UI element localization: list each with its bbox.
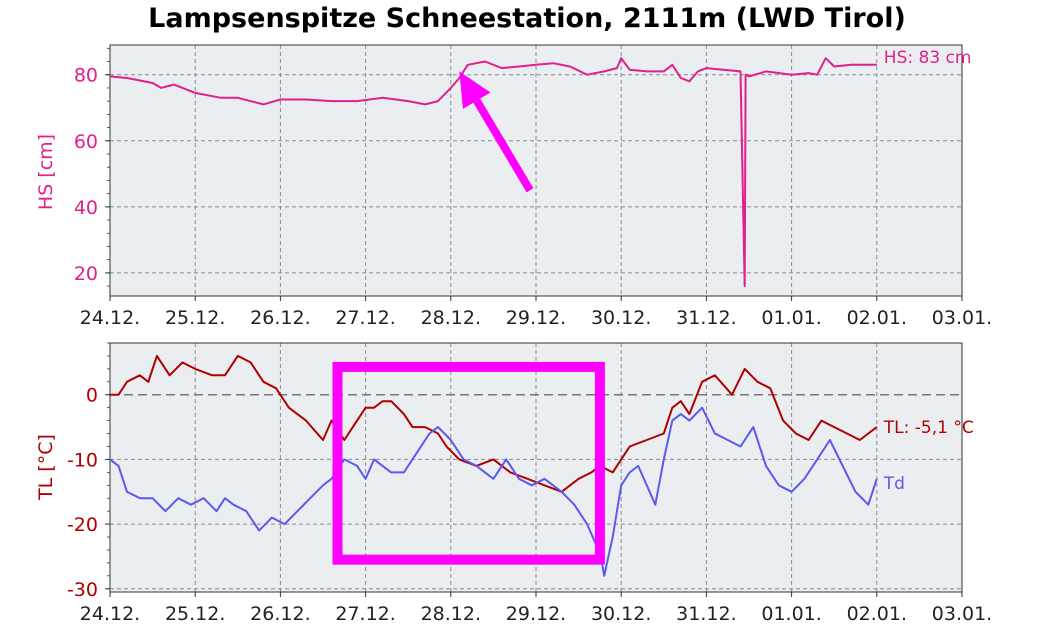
y-axis-label: TL [°C] [35, 434, 57, 501]
x-tick-label: 30.12. [591, 603, 651, 625]
x-tick-label: 25.12. [165, 307, 225, 329]
x-tick-label: 02.01. [847, 603, 907, 625]
y-tick-label: 40 [74, 197, 98, 219]
annotation-arrow-shaft [473, 98, 534, 193]
y-tick-label: -30 [67, 579, 98, 601]
x-tick-label: 02.01. [847, 307, 907, 329]
y-axis-label: HS [cm] [35, 134, 57, 210]
y-tick-label: -20 [67, 514, 98, 536]
x-tick-label: 01.01. [761, 307, 821, 329]
x-tick-label: 24.12. [80, 603, 140, 625]
annotation-highlight-box [332, 361, 605, 565]
plot-area-2 [110, 343, 962, 592]
x-tick-label: 03.01. [932, 307, 992, 329]
x-tick-label: 25.12. [165, 603, 225, 625]
plot-frame-1 [109, 44, 963, 297]
x-tick-label: 01.01. [761, 603, 821, 625]
x-tick-label: 03.01. [932, 603, 992, 625]
x-tick-label: 28.12. [421, 307, 481, 329]
series-line-td [109, 406, 878, 577]
y-tick-label: -10 [67, 449, 98, 471]
x-tick-label: 24.12. [80, 307, 140, 329]
x-tick-label: 30.12. [591, 307, 651, 329]
series-label-td: Td [883, 474, 905, 494]
y-tick-label: 80 [74, 65, 98, 87]
series-label-hs: HS: 83 cm [884, 48, 972, 68]
chart-title: Lampsenspitze Schneestation, 2111m (LWD … [148, 3, 906, 34]
x-tick-label: 28.12. [421, 603, 481, 625]
series-label-tl: TL: -5,1 °C [883, 418, 974, 438]
x-tick-label: 26.12. [250, 307, 310, 329]
y-tick-label: 0 [86, 385, 98, 407]
annotation-arrow-head [459, 71, 491, 109]
series-line-hs [109, 57, 877, 288]
x-tick-label: 29.12. [506, 307, 566, 329]
plot-area-1 [110, 45, 962, 296]
plot-frame-2 [109, 342, 963, 593]
y-tick-label: 20 [74, 263, 98, 285]
y-tick-label: 60 [74, 131, 98, 153]
x-tick-label: 29.12. [506, 603, 566, 625]
x-tick-label: 31.12. [676, 603, 736, 625]
x-tick-label: 26.12. [250, 603, 310, 625]
x-tick-label: 27.12. [335, 603, 395, 625]
x-tick-label: 31.12. [676, 307, 736, 329]
x-tick-label: 27.12. [335, 307, 395, 329]
